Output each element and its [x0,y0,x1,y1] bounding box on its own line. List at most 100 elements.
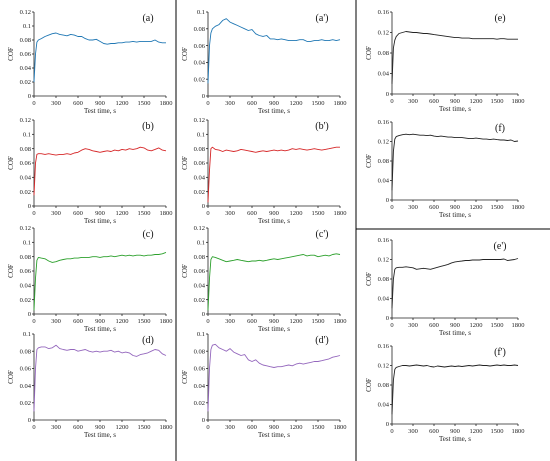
y-tick-label: 0 [386,315,389,322]
y-tick-label: 0.08 [20,146,31,153]
y-tick-label: 0.06 [20,268,32,275]
x-axis-label: Test time, s [439,105,471,113]
x-tick-label: 600 [247,210,257,217]
y-tick-label: 0.16 [378,343,390,350]
panel-label: (d) [142,335,154,346]
x-tick-label: 1800 [334,318,347,325]
y-tick-label: 0.04 [20,383,32,390]
y-tick-label: 0.04 [20,65,32,72]
y-tick-label: 0 [202,417,205,424]
x-tick-label: 600 [247,318,257,325]
y-tick-label: 0.08 [378,276,389,283]
x-axis-label: Test time, s [439,329,471,337]
x-tick-label: 0 [32,318,35,325]
x-tick-label: 1500 [138,318,151,325]
x-tick-label: 1800 [160,100,173,107]
y-axis-label: COF [7,264,15,278]
x-tick-label: 1500 [138,424,151,431]
y-tick-label: 0.12 [378,257,389,264]
y-axis-label: COF [181,370,189,384]
x-tick-label: 300 [51,424,61,431]
y-tick-label: 0.02 [20,400,31,407]
panel-label: (b') [315,121,328,132]
cof-panel: 0 0.04 0.08 0.12 0.16 0 300 600 900 1200 1500 1800 T… [365,343,525,443]
y-tick-label: 0.12 [20,9,31,16]
y-tick-label: 0.1 [23,132,31,139]
panel-label: (b) [142,121,154,132]
y-tick-label: 0.02 [194,400,205,407]
x-tick-label: 1200 [290,100,303,107]
x-tick-label: 1500 [312,210,325,217]
x-tick-label: 1800 [512,98,525,105]
y-tick-label: 0.16 [378,119,390,126]
y-tick-label: 0.02 [20,297,31,304]
x-tick-label: 1800 [334,100,347,107]
x-tick-label: 300 [225,318,235,325]
y-tick-label: 0.1 [23,23,31,30]
y-tick-label: 0.04 [378,71,390,78]
y-tick-label: 0 [202,93,205,100]
x-axis-label: Test time, s [258,431,290,439]
x-tick-label: 300 [408,98,418,105]
x-tick-label: 600 [73,424,83,431]
x-tick-label: 1500 [312,100,325,107]
cof-panel: 0 0.02 0.04 0.06 0.08 0.1 0.12 0 300 600 900 1200 15… [181,225,347,333]
y-axis-label: COF [7,370,15,384]
y-axis-label: COF [181,264,189,278]
x-tick-label: 1200 [116,424,129,431]
x-tick-label: 600 [429,204,439,211]
x-tick-label: 900 [450,428,460,435]
x-axis-label: Test time, s [84,107,116,115]
y-tick-label: 0.1 [23,240,31,247]
y-tick-label: 0.12 [378,139,389,146]
y-tick-label: 0.04 [378,402,390,409]
y-axis-label: COF [7,156,15,170]
y-tick-label: 0.04 [194,283,206,290]
x-tick-label: 1200 [290,424,303,431]
cof-panel: 0 0.02 0.04 0.06 0.08 0.1 0.12 0 300 600 900 1200 15… [7,9,173,115]
cof-series-line [207,18,341,84]
cof-series-line [33,251,167,311]
x-tick-label: 1500 [491,428,504,435]
x-tick-label: 900 [95,318,105,325]
y-tick-label: 0.1 [197,331,205,338]
x-tick-label: 1200 [290,318,303,325]
cof-series-line [207,146,340,203]
cof-panel: 0 0.02 0.04 0.06 0.08 0.1 0.12 0 300 600 900 1200 15… [7,117,173,225]
x-tick-label: 0 [206,318,209,325]
x-tick-label: 900 [269,318,279,325]
y-tick-label: 0.06 [20,366,32,373]
x-tick-label: 1200 [470,204,483,211]
panel-label: (c) [142,229,153,240]
y-tick-label: 0.16 [378,237,390,244]
x-tick-label: 0 [206,210,209,217]
x-axis-label: Test time, s [258,325,290,333]
x-tick-label: 1200 [116,210,129,217]
x-tick-label: 0 [390,322,393,329]
x-axis-label: Test time, s [258,107,290,115]
y-tick-label: 0.02 [194,297,205,304]
x-tick-label: 300 [225,210,235,217]
x-tick-label: 900 [269,210,279,217]
y-axis-label: COF [365,378,373,392]
y-tick-label: 0.08 [194,26,205,33]
y-tick-label: 0 [28,417,31,424]
x-tick-label: 0 [390,98,393,105]
y-tick-label: 0.1 [197,9,205,16]
y-tick-label: 0.08 [20,254,31,261]
cof-panel: 0 0.04 0.08 0.12 0.16 0 300 600 900 1200 1500 1800 T… [365,119,525,219]
y-tick-label: 0.08 [378,50,389,57]
x-axis-label: Test time, s [258,217,290,225]
x-tick-label: 900 [269,424,279,431]
y-tick-label: 0.08 [378,158,389,165]
cof-series-line [33,32,166,83]
y-axis-label: COF [181,156,189,170]
x-axis-label: Test time, s [439,211,471,219]
x-axis-label: Test time, s [84,217,116,225]
cof-panel: 0 0.02 0.04 0.06 0.08 0.1 0.12 0 300 600 900 1200 15… [7,225,173,333]
panel-label: (f') [494,347,506,358]
x-tick-label: 1800 [160,210,173,217]
x-tick-label: 900 [269,100,279,107]
x-tick-label: 1800 [512,322,525,329]
